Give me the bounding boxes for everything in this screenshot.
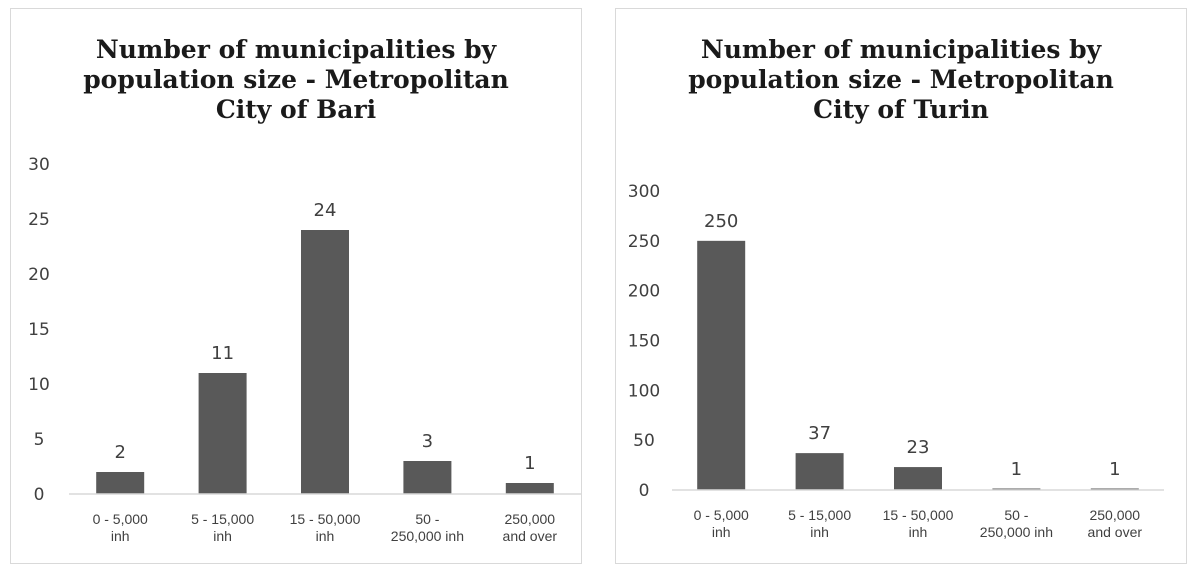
x-tick-label: 250,000 and over	[1088, 507, 1143, 540]
y-tick-label: 150	[628, 332, 660, 352]
x-tick-label: 250,000 and over	[503, 511, 558, 544]
bar	[198, 373, 247, 494]
x-tick-label: 15 - 50,000 inh	[883, 507, 954, 540]
x-tick-label: 50 -250,000 inh	[391, 511, 464, 544]
data-label: 1	[524, 453, 535, 474]
data-label: 2	[114, 442, 125, 463]
bar	[894, 467, 942, 490]
chart-turin-plot: 0 50 100 150 200 250 300 250 0 - 5,000 inh 37 5 - 1…	[628, 182, 1164, 540]
x-tick-label: 0 - 5,000 inh	[93, 511, 148, 544]
bar	[697, 240, 746, 490]
x-tick-label: 5 - 15,000 inh	[191, 511, 254, 544]
y-tick-label: 30	[28, 155, 50, 175]
chart-turin: Number of municipalities by population s…	[615, 8, 1187, 564]
chart-title: Number of municipalities by population s…	[688, 35, 1114, 124]
y-tick-label: 300	[628, 182, 660, 202]
data-label: 11	[211, 343, 234, 364]
data-label: 37	[808, 423, 831, 444]
bar	[96, 472, 145, 494]
y-tick-label: 5	[34, 430, 45, 450]
y-tick-label: 15	[28, 320, 50, 340]
bar	[301, 230, 349, 494]
data-label: 250	[704, 211, 738, 232]
y-tick-label: 0	[34, 485, 45, 505]
x-tick-label: 0 - 5,000 inh	[694, 507, 749, 540]
x-tick-label: 50 -250,000 inh	[980, 507, 1053, 540]
chart-title: Number of municipalities by population s…	[83, 35, 509, 124]
x-tick-label: 5 - 15,000 inh	[788, 507, 851, 540]
y-tick-label: 100	[628, 381, 660, 401]
y-tick-label: 25	[28, 210, 50, 230]
data-label: 24	[314, 200, 337, 221]
y-tick-label: 250	[628, 232, 660, 252]
y-tick-label: 0	[639, 481, 650, 501]
bar	[795, 453, 844, 490]
chart-bari: Number of municipalities by population s…	[10, 8, 582, 564]
y-tick-label: 10	[28, 375, 50, 395]
chart-bari-plot: 0 5 10 15 20 25 30 2 0 - 5,000 inh 11 5 - 15,000 inh…	[28, 155, 581, 544]
x-tick-label: 15 - 50,000 inh	[290, 511, 361, 544]
data-label: 23	[907, 437, 930, 458]
y-tick-label: 200	[628, 282, 660, 302]
bar	[403, 461, 452, 494]
data-label: 3	[422, 431, 433, 452]
y-tick-label: 50	[633, 431, 655, 451]
y-tick-label: 20	[28, 265, 50, 285]
bar	[505, 483, 554, 494]
data-label: 1	[1011, 459, 1022, 480]
data-label: 1	[1109, 459, 1120, 480]
